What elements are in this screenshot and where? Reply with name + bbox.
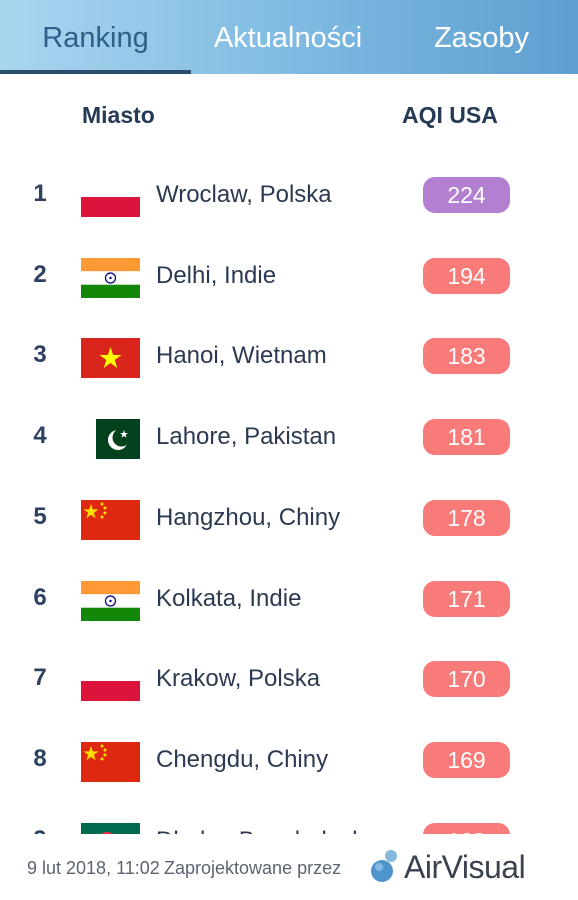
aqi-badge: 178 — [423, 499, 510, 536]
airvisual-logo-icon — [371, 850, 397, 882]
list-item[interactable]: 7 Krakow, Polska 170 — [0, 640, 578, 721]
city-name: Lahore, Pakistan — [156, 423, 337, 451]
city-name: Delhi, Indie — [156, 261, 277, 289]
tab-news[interactable]: Aktualności — [213, 22, 363, 54]
active-tab-indicator — [0, 70, 191, 74]
list-item[interactable]: 9 Dhaka, Bangladesh 168 — [0, 802, 578, 834]
list-item[interactable]: 6 Kolkata, Indie 171 — [0, 560, 578, 641]
poland-flag-icon — [81, 661, 140, 702]
tab-resources[interactable]: Zasoby — [433, 22, 530, 54]
india-flag-icon — [81, 580, 140, 621]
tab-ranking[interactable]: Ranking — [42, 22, 149, 54]
city-name: Wroclaw, Polska — [156, 181, 332, 208]
city-name: Kolkata, Indie — [156, 584, 302, 612]
poland-flag-icon — [81, 177, 140, 217]
ranking-list[interactable]: 1 Wroclaw, Polska 224 2 Delhi, Indie 194 3 Hano… — [0, 156, 578, 834]
aqi-badge: 181 — [423, 419, 510, 456]
china-flag-icon — [81, 499, 140, 540]
aqi-badge: 169 — [423, 741, 510, 778]
city-name: Dhaka, Bangladesh — [156, 827, 365, 834]
pakistan-flag-icon — [81, 419, 140, 460]
india-flag-icon — [81, 257, 140, 298]
footer-date: 9 lut 2018, 11:02 — [27, 858, 160, 878]
city-name: Hangzhou, Chiny — [156, 503, 341, 531]
city-name: Hanoi, Wietnam — [156, 342, 327, 370]
list-item[interactable]: 3 Hanoi, Wietnam 183 — [0, 317, 578, 398]
airvisual-logo-text: AirVisual — [404, 849, 526, 885]
aqi-badge: 170 — [423, 661, 510, 698]
footer: 9 lut 2018, 11:02 Zaprojektowane przez A… — [0, 834, 578, 900]
rank-number: 9 — [24, 826, 56, 834]
footer-designed-by: Zaprojektowane przez — [164, 858, 342, 878]
rank-number: 4 — [33, 422, 47, 450]
list-item[interactable]: 8 Chengdu, Chiny 169 — [0, 721, 578, 802]
bangladesh-flag-icon — [81, 822, 140, 834]
airvisual-logo[interactable]: AirVisual — [370, 849, 550, 889]
rank-number: 1 — [33, 180, 47, 207]
aqi-badge: 168 — [423, 822, 510, 834]
column-header-aqi: AQI USA — [402, 102, 498, 128]
list-item[interactable]: 5 Hangzhou, Chiny 178 — [0, 479, 578, 560]
column-header-city: Miasto — [82, 102, 155, 128]
vietnam-flag-icon — [81, 338, 140, 379]
rank-number: 7 — [33, 664, 47, 692]
rank-number: 3 — [33, 341, 47, 369]
city-name: Chengdu, Chiny — [156, 745, 329, 773]
rank-number: 8 — [33, 744, 47, 772]
rank-number: 6 — [33, 583, 47, 611]
rank-number: 2 — [33, 260, 47, 288]
list-item[interactable]: 2 Delhi, Indie 194 — [0, 237, 578, 318]
list-item[interactable]: 4 Lahore, Pakistan 181 — [0, 398, 578, 479]
aqi-badge: 183 — [423, 338, 510, 375]
city-name: Krakow, Polska — [156, 665, 321, 693]
aqi-badge: 194 — [423, 257, 510, 294]
tab-bar: Ranking Aktualności Zasoby — [0, 0, 578, 74]
china-flag-icon — [81, 741, 140, 782]
rank-number: 5 — [33, 502, 47, 530]
aqi-badge: 224 — [423, 177, 510, 213]
aqi-badge: 171 — [423, 580, 510, 617]
list-item[interactable]: 1 Wroclaw, Polska 224 — [0, 156, 578, 237]
